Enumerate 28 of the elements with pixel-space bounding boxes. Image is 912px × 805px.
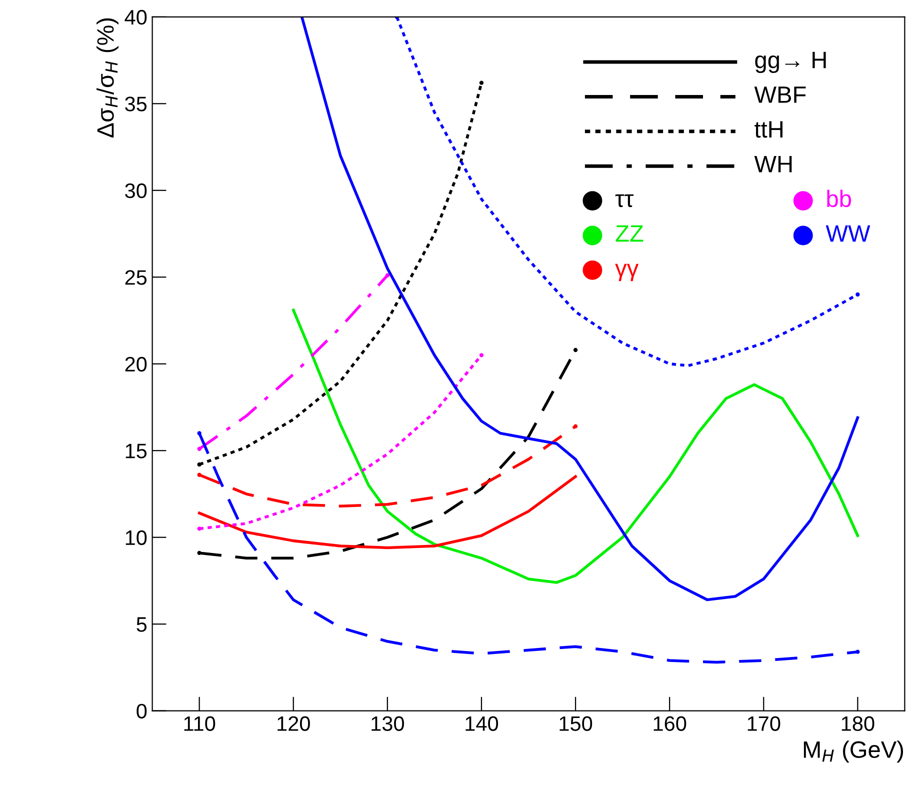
y-tick-label: 10 bbox=[126, 530, 147, 546]
y-tick-label: 30 bbox=[125, 183, 147, 198]
x-tick-label: 130 bbox=[372, 716, 404, 731]
x-tick-label: 110 bbox=[184, 716, 216, 731]
annotation: WW bbox=[826, 225, 870, 242]
annotation: γγ bbox=[615, 264, 639, 282]
annotation: WBF bbox=[754, 86, 806, 103]
y-tick-label: 25 bbox=[125, 270, 147, 285]
annotation: ZZ bbox=[616, 225, 644, 242]
x-tick-label: 180 bbox=[842, 716, 874, 731]
x-tick-label: 170 bbox=[748, 716, 780, 731]
annotation: ttH bbox=[754, 121, 782, 138]
y-tick-label: 5 bbox=[136, 617, 147, 632]
x-tick-label: 150 bbox=[560, 716, 592, 731]
x-tick-label: 140 bbox=[466, 716, 498, 731]
x-tick-label: 160 bbox=[654, 716, 686, 731]
annotation: bb bbox=[827, 190, 851, 208]
y-tick-label: 40 bbox=[124, 10, 147, 25]
x-tick-label: 120 bbox=[278, 716, 310, 731]
x-axis-title: M$_{H}$ (GeV) bbox=[804, 740, 904, 763]
annotation: ττ bbox=[615, 194, 634, 208]
annotation: WH bbox=[754, 156, 792, 172]
y-tick-label: 0 bbox=[136, 704, 147, 719]
y-tick-label: 20 bbox=[125, 356, 147, 372]
y-tick-label: 35 bbox=[125, 96, 147, 112]
y-tick-label: 15 bbox=[126, 444, 147, 458]
annotation: gg→ H bbox=[755, 52, 826, 74]
y-axis-title: Δσ$_{H}$/σ$_{H}$ (%) bbox=[96, 18, 119, 138]
